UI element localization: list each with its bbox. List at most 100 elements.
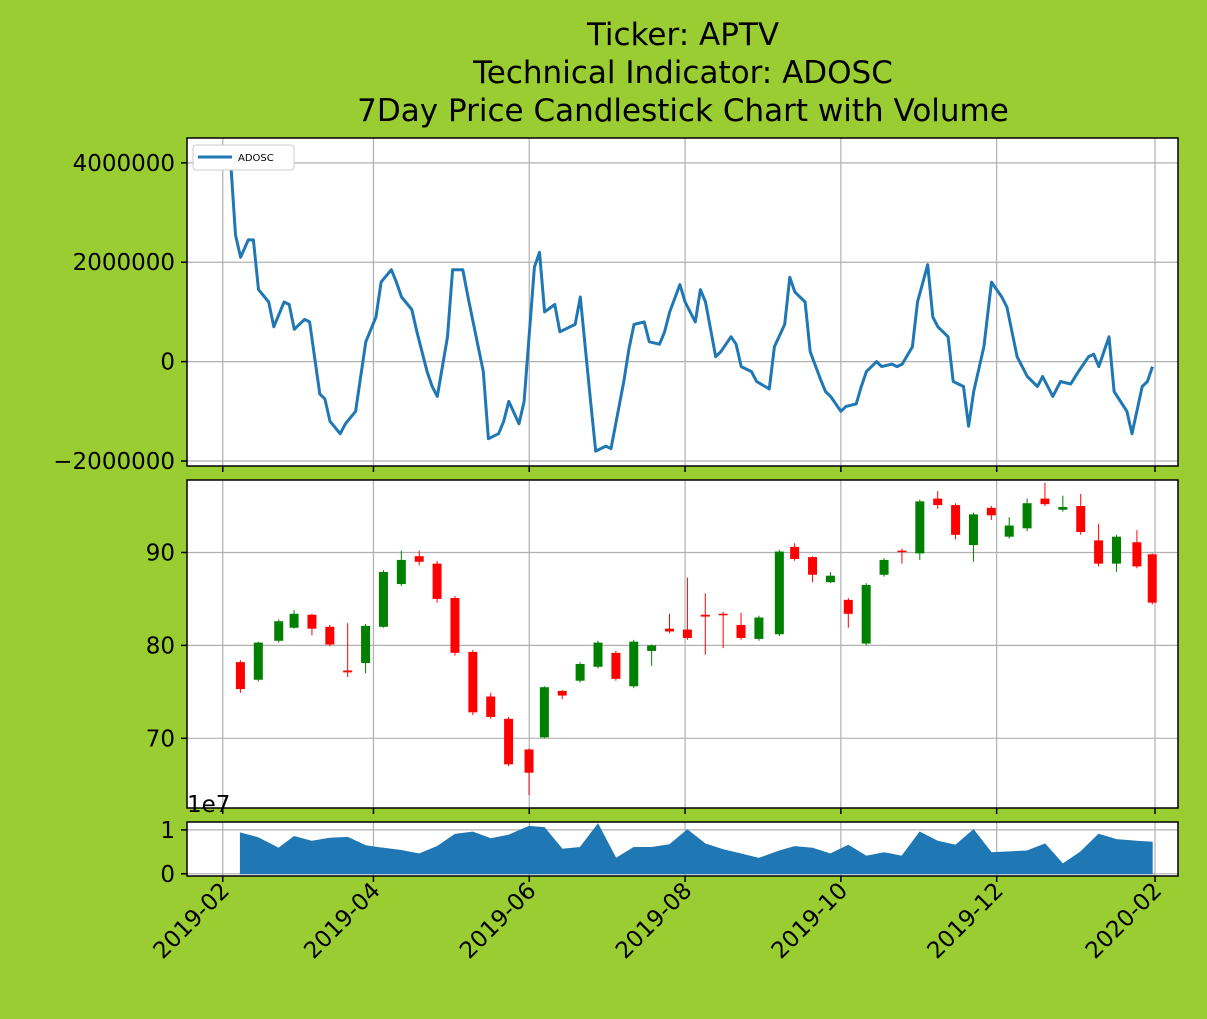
candle-body — [951, 505, 961, 535]
candle-body — [825, 575, 835, 583]
candle — [1022, 498, 1032, 532]
candle — [1040, 482, 1050, 507]
y-tick-label: 0 — [160, 350, 175, 376]
y-tick-label: 70 — [146, 726, 175, 752]
candle-body — [235, 662, 245, 690]
candle-body — [450, 598, 460, 653]
y-tick-label: 80 — [146, 633, 175, 659]
x-tick-label: 2019-06 — [455, 878, 541, 964]
candle — [325, 624, 335, 647]
candle-body — [843, 599, 853, 614]
x-tick-label: 2019-12 — [923, 878, 1009, 964]
candle-body — [968, 514, 978, 546]
candle — [718, 611, 728, 649]
candle-body — [486, 696, 496, 717]
indicator-frame — [186, 137, 1179, 467]
price-y-ticks: 90 80 70 — [146, 540, 1156, 814]
candle-body — [700, 614, 710, 617]
candle — [1004, 517, 1014, 539]
candle-body — [593, 642, 603, 667]
candle-body — [1040, 498, 1050, 505]
y-tick-label: 4000000 — [73, 151, 175, 177]
candle — [611, 650, 621, 681]
candle-body — [879, 559, 889, 575]
candle-body — [736, 624, 746, 638]
volume-panel: 10 1e7 — [160, 792, 1179, 888]
candlesticks — [235, 482, 1157, 795]
x-tick-label: 2019-08 — [611, 878, 697, 964]
candle-body — [933, 498, 943, 506]
candle-body — [274, 621, 284, 641]
chart-title: Ticker: APTV Technical Indicator: ADOSC … — [357, 17, 1009, 129]
x-axis-ticks: 2019-02 2019-04 2019-06 2019-08 2019-10 2019-… — [149, 878, 1168, 964]
candle-body — [504, 718, 514, 765]
candle-body — [557, 690, 567, 696]
candle — [861, 583, 871, 646]
candle-body — [1111, 536, 1121, 564]
indicator-grid — [187, 138, 1178, 466]
title-line-3: 7Day Price Candlestick Chart with Volume — [357, 93, 1009, 129]
legend-box — [192, 144, 295, 171]
candle — [274, 619, 284, 643]
candle — [1132, 530, 1142, 569]
candle-body — [629, 641, 639, 687]
candle — [539, 686, 549, 739]
candle — [915, 499, 925, 560]
candle — [665, 613, 675, 634]
candle — [361, 624, 371, 674]
y-tick-label: 0 — [160, 862, 175, 888]
candle — [647, 644, 657, 666]
x-tick-label: 2019-02 — [149, 878, 235, 964]
y-tick-label: 2000000 — [73, 250, 175, 276]
candle-body — [539, 687, 549, 738]
candle — [593, 640, 603, 669]
candle — [486, 692, 496, 719]
candle — [253, 641, 263, 682]
candle-body — [361, 625, 371, 664]
candle-body — [325, 626, 335, 645]
candle-body — [611, 652, 621, 679]
candle-body — [861, 584, 871, 644]
candle-body — [414, 556, 424, 562]
candle — [575, 662, 585, 683]
candle-body — [647, 645, 657, 651]
candle — [557, 689, 567, 700]
volume-area — [239, 823, 1153, 875]
x-tick-label: 2020-02 — [1081, 878, 1167, 964]
candle-body — [1022, 503, 1032, 529]
candle — [774, 549, 784, 637]
candle — [468, 650, 478, 716]
candle-body — [1076, 506, 1086, 533]
candle — [629, 639, 639, 689]
candle-body — [915, 501, 925, 554]
indicator-plot-area — [187, 138, 1178, 466]
y-tick-label: 90 — [146, 540, 175, 566]
title-line-1: Ticker: APTV — [586, 17, 779, 53]
candle-body — [1004, 525, 1014, 537]
candle — [933, 491, 943, 509]
price-frame — [186, 479, 1179, 809]
candle — [736, 612, 746, 640]
adosc-series-line — [228, 157, 1154, 453]
x-tick-label: 2019-10 — [767, 878, 853, 964]
candle — [432, 560, 442, 603]
candle-body — [1147, 554, 1157, 603]
candle-body — [774, 551, 784, 635]
candle-body — [289, 613, 299, 628]
candle — [524, 748, 534, 795]
candle-body — [432, 563, 442, 599]
candle — [343, 623, 353, 677]
candle — [968, 512, 978, 562]
candle — [307, 613, 317, 636]
candle-body — [1094, 540, 1104, 564]
price-panel: 90 80 70 — [146, 479, 1179, 814]
candle-body — [1058, 506, 1068, 510]
candle-body — [682, 629, 692, 638]
candle-body — [396, 559, 406, 585]
candle — [682, 577, 692, 640]
candle — [235, 660, 245, 693]
indicator-y-ticks: 4000000 2000000 0 −2000000 — [53, 151, 1156, 475]
candle-body — [718, 613, 728, 616]
candle — [378, 570, 388, 628]
candle — [504, 716, 514, 767]
